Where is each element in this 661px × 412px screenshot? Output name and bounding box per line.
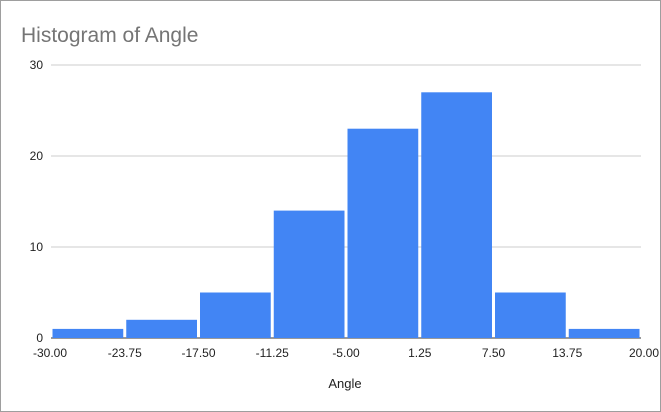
histogram-bar: [273, 210, 345, 338]
x-tick-label: 1.25: [408, 346, 432, 360]
y-tick-label: 10: [30, 240, 44, 254]
bars: [52, 92, 640, 338]
y-tick-labels: 0 10 20 30: [30, 58, 44, 345]
histogram-bar: [495, 292, 566, 338]
histogram-bar: [200, 292, 271, 338]
histogram-bar: [421, 92, 492, 338]
x-tick-label: -23.75: [108, 346, 142, 360]
x-tick-label: -17.50: [181, 346, 215, 360]
x-tick-label: -30.00: [33, 346, 67, 360]
histogram-bar: [52, 328, 124, 338]
histogram-bar: [568, 328, 640, 338]
y-tick-label: 0: [36, 331, 43, 345]
x-tick-label: 7.50: [482, 346, 506, 360]
x-tick-label: -5.00: [332, 346, 360, 360]
y-tick-label: 20: [30, 149, 44, 163]
chart-title: Histogram of Angle: [21, 24, 198, 47]
histogram-bar: [126, 319, 197, 338]
x-tick-label: -11.25: [256, 346, 289, 360]
x-axis-label: Angle: [328, 376, 361, 391]
y-tick-label: 30: [30, 58, 44, 72]
histogram-bar: [347, 128, 419, 338]
x-tick-labels: -30.00 -23.75 -17.50 -11.25 -5.00 1.25 7.50 13.…: [33, 346, 659, 360]
x-tick-label: 13.75: [552, 346, 582, 360]
x-tick-label: 20.00: [629, 346, 659, 360]
